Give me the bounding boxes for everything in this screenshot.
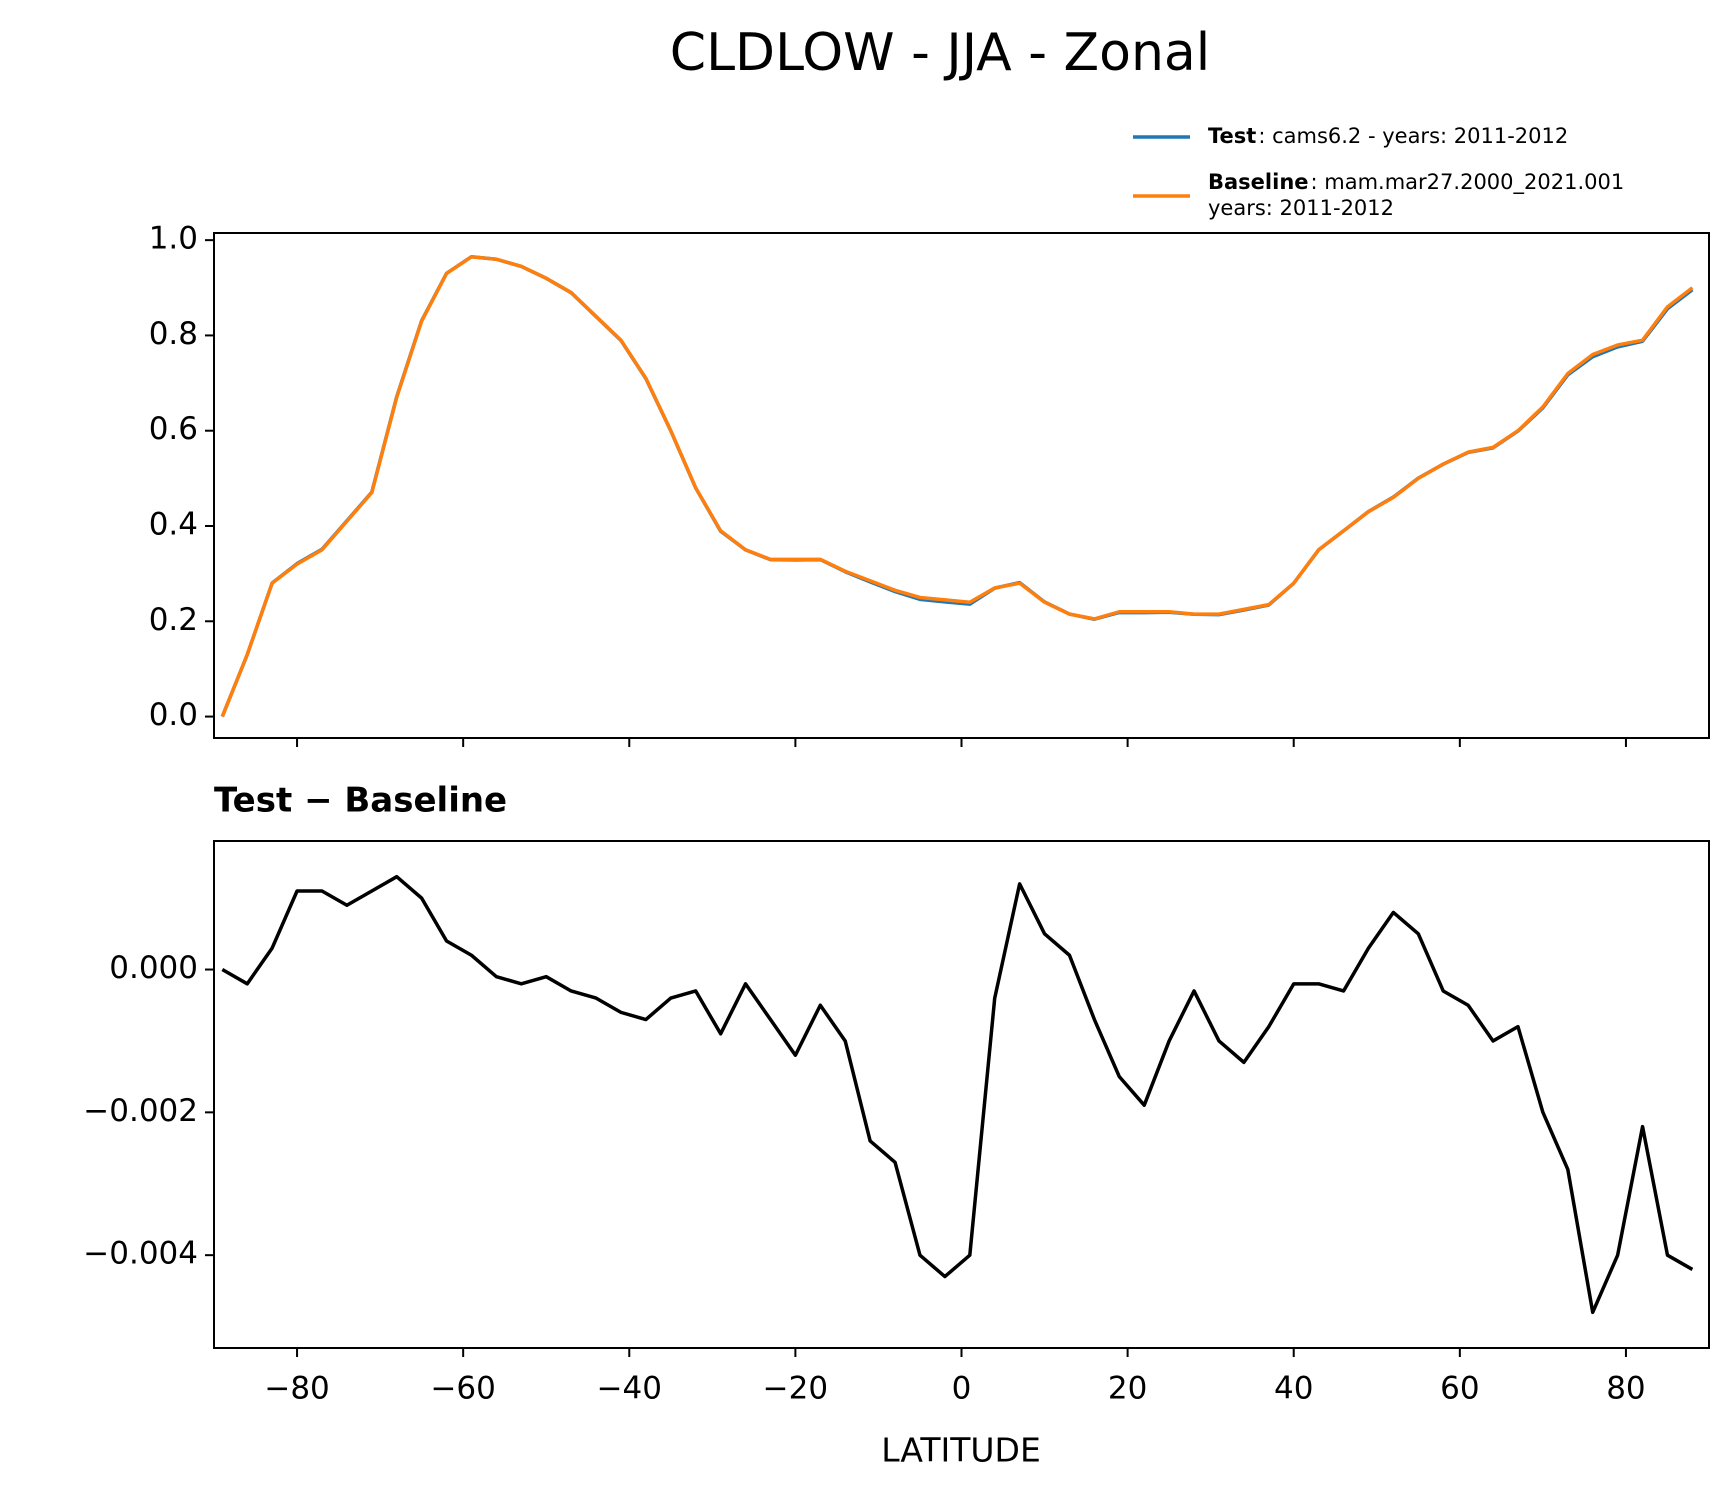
x-tick-label: 40 bbox=[1274, 1371, 1313, 1407]
series-line bbox=[220, 254, 1694, 718]
y-tick-label: 0.4 bbox=[149, 506, 198, 542]
legend-text: : cams6.2 - years: 2011-2012 bbox=[1258, 124, 1568, 148]
x-tick-label: −20 bbox=[763, 1371, 828, 1407]
legend-name: Baseline bbox=[1208, 170, 1309, 194]
x-tick-label: 60 bbox=[1440, 1371, 1479, 1407]
chart-title: CLDLOW - JJA - Zonal bbox=[670, 23, 1210, 83]
x-tick-label: −40 bbox=[597, 1371, 662, 1407]
x-axis-label: LATITUDE bbox=[881, 1431, 1041, 1470]
y-tick-label: −0.004 bbox=[83, 1236, 198, 1272]
x-tick-label: 20 bbox=[1108, 1371, 1147, 1407]
y-tick-label: 0.0 bbox=[149, 697, 198, 733]
axes-frame bbox=[213, 232, 1710, 739]
legend-text: : mam.mar27.2000_2021.001 bbox=[1311, 170, 1625, 195]
y-tick-label: −0.002 bbox=[83, 1093, 198, 1129]
y-tick-label: 0.8 bbox=[149, 316, 198, 352]
y-tick-label: 0.000 bbox=[109, 950, 198, 986]
series-line bbox=[220, 255, 1694, 718]
y-tick-label: 0.2 bbox=[149, 602, 198, 638]
y-tick-label: 0.6 bbox=[149, 411, 198, 447]
series-line bbox=[221, 874, 1694, 1315]
x-tick-label: −80 bbox=[264, 1371, 329, 1407]
legend-text: years: 2011-2012 bbox=[1208, 196, 1394, 220]
x-tick-label: 80 bbox=[1606, 1371, 1645, 1407]
axes-frame bbox=[213, 840, 1710, 1349]
subplot-title: Test − Baseline bbox=[214, 781, 507, 821]
x-tick-label: 0 bbox=[952, 1371, 972, 1407]
y-tick-label: 1.0 bbox=[149, 221, 198, 257]
legend-name: Test bbox=[1208, 124, 1256, 148]
x-tick-label: −60 bbox=[430, 1371, 495, 1407]
